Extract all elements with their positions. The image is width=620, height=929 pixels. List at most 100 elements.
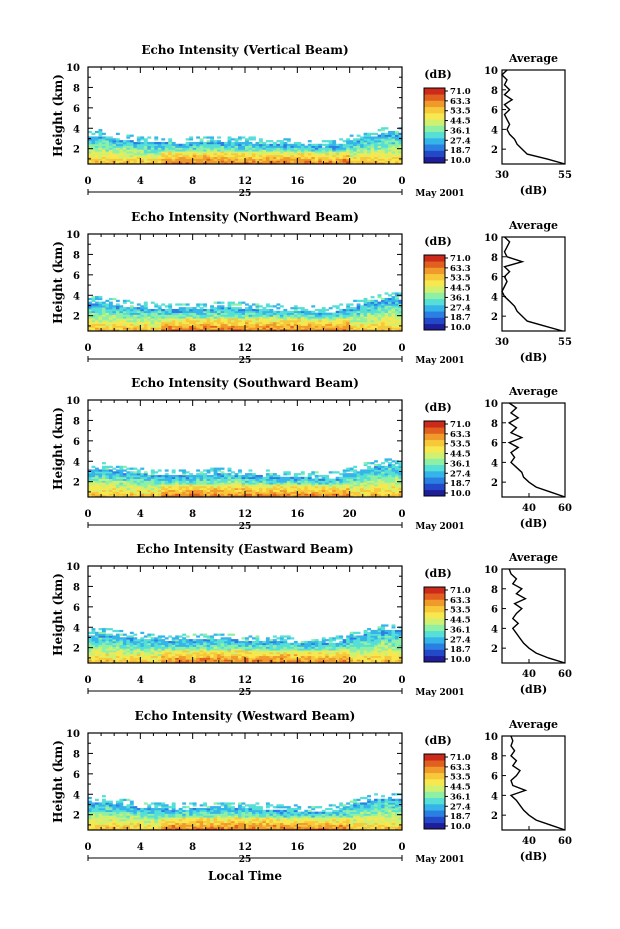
heatmap-cell <box>367 465 371 468</box>
heatmap-cell <box>126 140 131 143</box>
heatmap-cell <box>157 149 162 152</box>
heatmap-cell <box>234 489 239 492</box>
heatmap-cell <box>206 327 211 330</box>
heatmap-cell <box>88 637 92 640</box>
heatmap-cell <box>140 154 145 158</box>
heatmap-cell <box>360 160 365 163</box>
heatmap-cell <box>88 491 92 494</box>
heatmap-cell <box>189 473 194 476</box>
colorbar-swatch <box>424 305 445 312</box>
heatmap-cell <box>272 305 277 308</box>
heatmap-cell <box>168 491 173 494</box>
heatmap-cell <box>203 147 208 150</box>
heatmap-cell <box>147 648 152 651</box>
heatmap-cell <box>398 471 403 474</box>
heatmap-cell <box>353 143 358 147</box>
heatmap-cell <box>192 474 197 478</box>
heatmap-cell <box>199 314 204 317</box>
heatmap-cell <box>147 495 152 498</box>
heatmap-cell <box>258 644 263 647</box>
heatmap-cell <box>286 480 291 483</box>
heatmap-cell <box>98 138 103 141</box>
heatmap-cell <box>262 651 267 655</box>
heatmap-cell <box>238 491 242 494</box>
heatmap-cell <box>147 474 152 478</box>
heatmap-cell <box>311 143 316 147</box>
heatmap-cell <box>168 140 173 143</box>
heatmap-cell <box>136 158 141 161</box>
heatmap-cell <box>377 156 382 159</box>
colorbar-swatch <box>424 106 445 114</box>
heatmap-cell <box>356 154 361 158</box>
heatmap-cell <box>112 145 117 148</box>
heatmap-cell <box>335 495 340 498</box>
heatmap-cell <box>311 473 316 476</box>
heatmap-cell <box>262 644 267 647</box>
heatmap-cell <box>381 323 385 326</box>
heatmap-cell <box>395 485 399 489</box>
heatmap-cell <box>220 491 225 494</box>
heatmap-cell <box>332 478 337 481</box>
heatmap-cell <box>283 145 288 148</box>
heatmap-cell <box>356 487 361 491</box>
heatmap-cell <box>196 646 201 649</box>
heatmap-cell <box>175 653 180 657</box>
heatmap-cell <box>339 138 344 141</box>
heatmap-cell <box>388 458 392 461</box>
heatmap-cell <box>377 314 382 317</box>
heatmap-cell <box>269 639 274 642</box>
heatmap-cell <box>346 140 351 143</box>
heatmap-cell <box>98 303 103 306</box>
heatmap-cell <box>367 140 371 143</box>
heatmap-cell <box>147 136 152 139</box>
heatmap-cell <box>203 633 208 636</box>
heatmap-cell <box>307 312 312 315</box>
heatmap-cell <box>245 141 249 145</box>
heatmap-cell <box>398 321 403 325</box>
heatmap-cell <box>115 323 120 326</box>
heatmap-cell <box>255 325 260 328</box>
heatmap-cell <box>98 319 103 323</box>
heatmap-cell <box>161 640 166 644</box>
heatmap-cell <box>377 301 382 304</box>
heatmap-cell <box>332 158 337 161</box>
heatmap-cell <box>238 312 242 315</box>
heatmap-cell <box>374 487 378 491</box>
heatmap-cell <box>122 646 127 649</box>
heatmap-cell <box>171 469 176 472</box>
heatmap-cell <box>384 325 389 328</box>
heatmap-cell <box>175 151 180 154</box>
heatmap-cell <box>206 484 211 487</box>
heatmap-cell <box>164 478 169 481</box>
heatmap-cell <box>318 162 323 165</box>
heatmap-cell <box>217 158 221 161</box>
colorbar-tick-label: 18.7 <box>450 146 471 156</box>
heatmap-cell <box>318 487 323 491</box>
heatmap-cell <box>342 329 347 332</box>
heatmap-cell <box>224 485 228 489</box>
heatmap-cell <box>213 655 218 658</box>
heatmap-cell <box>283 312 288 315</box>
heatmap-cell <box>377 305 382 308</box>
heatmap-cell <box>363 158 368 161</box>
heatmap-cell <box>286 491 291 494</box>
heatmap-cell <box>346 158 351 161</box>
heatmap-cell <box>227 491 232 494</box>
heatmap-cell <box>227 152 232 156</box>
heatmap-cell <box>381 465 385 468</box>
heatmap-cell <box>304 495 309 498</box>
heatmap-cell <box>115 329 120 332</box>
heatmap-cell <box>143 493 148 496</box>
heatmap-cell <box>136 657 141 660</box>
heatmap-cell <box>213 319 218 323</box>
heatmap-cell <box>224 655 228 658</box>
heatmap-cell <box>349 329 354 332</box>
avg-x-tick-label: 55 <box>558 170 572 181</box>
heatmap-cell <box>356 473 361 476</box>
heatmap-cell <box>269 325 274 328</box>
heatmap-cell <box>391 478 396 481</box>
heatmap-cell <box>112 651 117 655</box>
heatmap-cell <box>115 637 120 640</box>
heatmap-cell <box>384 476 389 480</box>
heatmap-cell <box>335 147 340 150</box>
